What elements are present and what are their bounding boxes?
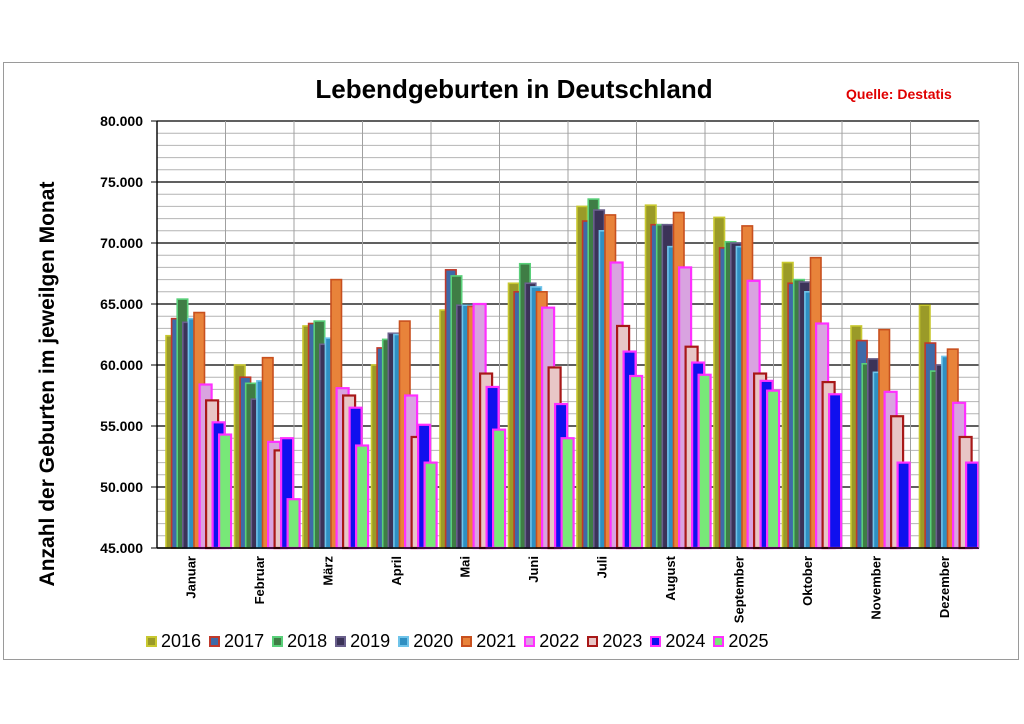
- legend-swatch: [524, 635, 536, 647]
- legend-swatch: [587, 635, 599, 647]
- legend-item: 2018: [272, 631, 327, 652]
- bar: [697, 373, 712, 550]
- y-tick-label: 80.000: [100, 113, 143, 129]
- x-tick-labels: Januar Februar März April Mai Juni Juli August S…: [183, 555, 952, 623]
- legend-label: 2023: [602, 630, 643, 651]
- legend: 2016 2017 2018 2019 2020 2021 2022 2023 2024 2025: [146, 628, 776, 654]
- x-tick-label: Oktober: [800, 556, 815, 606]
- x-tick-label: März: [320, 556, 335, 586]
- legend-item: 2025: [713, 631, 768, 652]
- legend-item: 2016: [146, 631, 201, 652]
- bar: [628, 374, 644, 550]
- x-tick-label: Januar: [183, 556, 198, 599]
- bar: [355, 444, 370, 550]
- legend-swatch: [650, 635, 662, 647]
- x-tick-label: August: [663, 555, 678, 600]
- legend-swatch: [146, 635, 157, 647]
- bar: [765, 389, 781, 550]
- bar: [896, 461, 911, 550]
- legend-item: 2020: [398, 631, 453, 652]
- bar: [964, 461, 980, 550]
- legend-item: 2017: [209, 631, 264, 652]
- y-tick-label: 65.000: [100, 296, 143, 312]
- bar: [492, 428, 507, 550]
- legend-item: 2021: [461, 631, 516, 652]
- x-tick-label: September: [731, 556, 746, 623]
- bar: [286, 498, 301, 550]
- legend-label: 2017: [224, 630, 265, 651]
- axes: [151, 120, 980, 549]
- y-tick-label: 75.000: [100, 174, 143, 190]
- x-tick-label: November: [868, 556, 883, 620]
- legend-item: 2022: [524, 631, 579, 652]
- y-tick-label: 60.000: [100, 357, 143, 373]
- x-tick-label: April: [389, 556, 404, 586]
- y-tick-label: 55.000: [100, 418, 143, 434]
- x-tick-label: Juli: [594, 556, 609, 578]
- legend-label: 2016: [161, 630, 202, 651]
- legend-item: 2023: [587, 631, 642, 652]
- bar: [827, 393, 843, 550]
- x-tick-label: Februar: [252, 556, 267, 604]
- chart-title: Lebendgeburten in Deutschland: [315, 74, 713, 104]
- legend-swatch: [461, 635, 473, 647]
- bar: [560, 437, 575, 550]
- legend-label: 2018: [287, 630, 328, 651]
- legend-swatch: [209, 635, 221, 647]
- legend-swatch: [398, 635, 410, 647]
- x-tick-label: Mai: [457, 556, 472, 578]
- legend-label: 2021: [476, 630, 517, 651]
- x-tick-label: Juni: [526, 556, 541, 583]
- bar: [218, 433, 233, 550]
- y-tick-label: 50.000: [100, 479, 143, 495]
- legend-swatch: [713, 635, 725, 647]
- legend-label: 2019: [350, 630, 391, 651]
- legend-item: 2019: [335, 631, 390, 652]
- legend-label: 2024: [665, 630, 706, 651]
- legend-swatch: [272, 635, 284, 647]
- y-tick-label: 70.000: [100, 235, 143, 251]
- legend-label: 2022: [539, 630, 580, 651]
- x-tick-label: Dezember: [937, 556, 952, 618]
- bar: [423, 461, 438, 550]
- legend-label: 2020: [413, 630, 454, 651]
- legend-item: 2024: [650, 631, 705, 652]
- legend-swatch: [335, 635, 347, 647]
- bars: [165, 198, 980, 550]
- y-tick-label: 45.000: [100, 540, 143, 556]
- y-tick-labels: 45.000 50.000 55.000 60.000 65.000 70.000 75.0…: [100, 113, 143, 556]
- legend-label: 2025: [728, 630, 769, 651]
- source-label: Quelle: Destatis: [846, 86, 952, 102]
